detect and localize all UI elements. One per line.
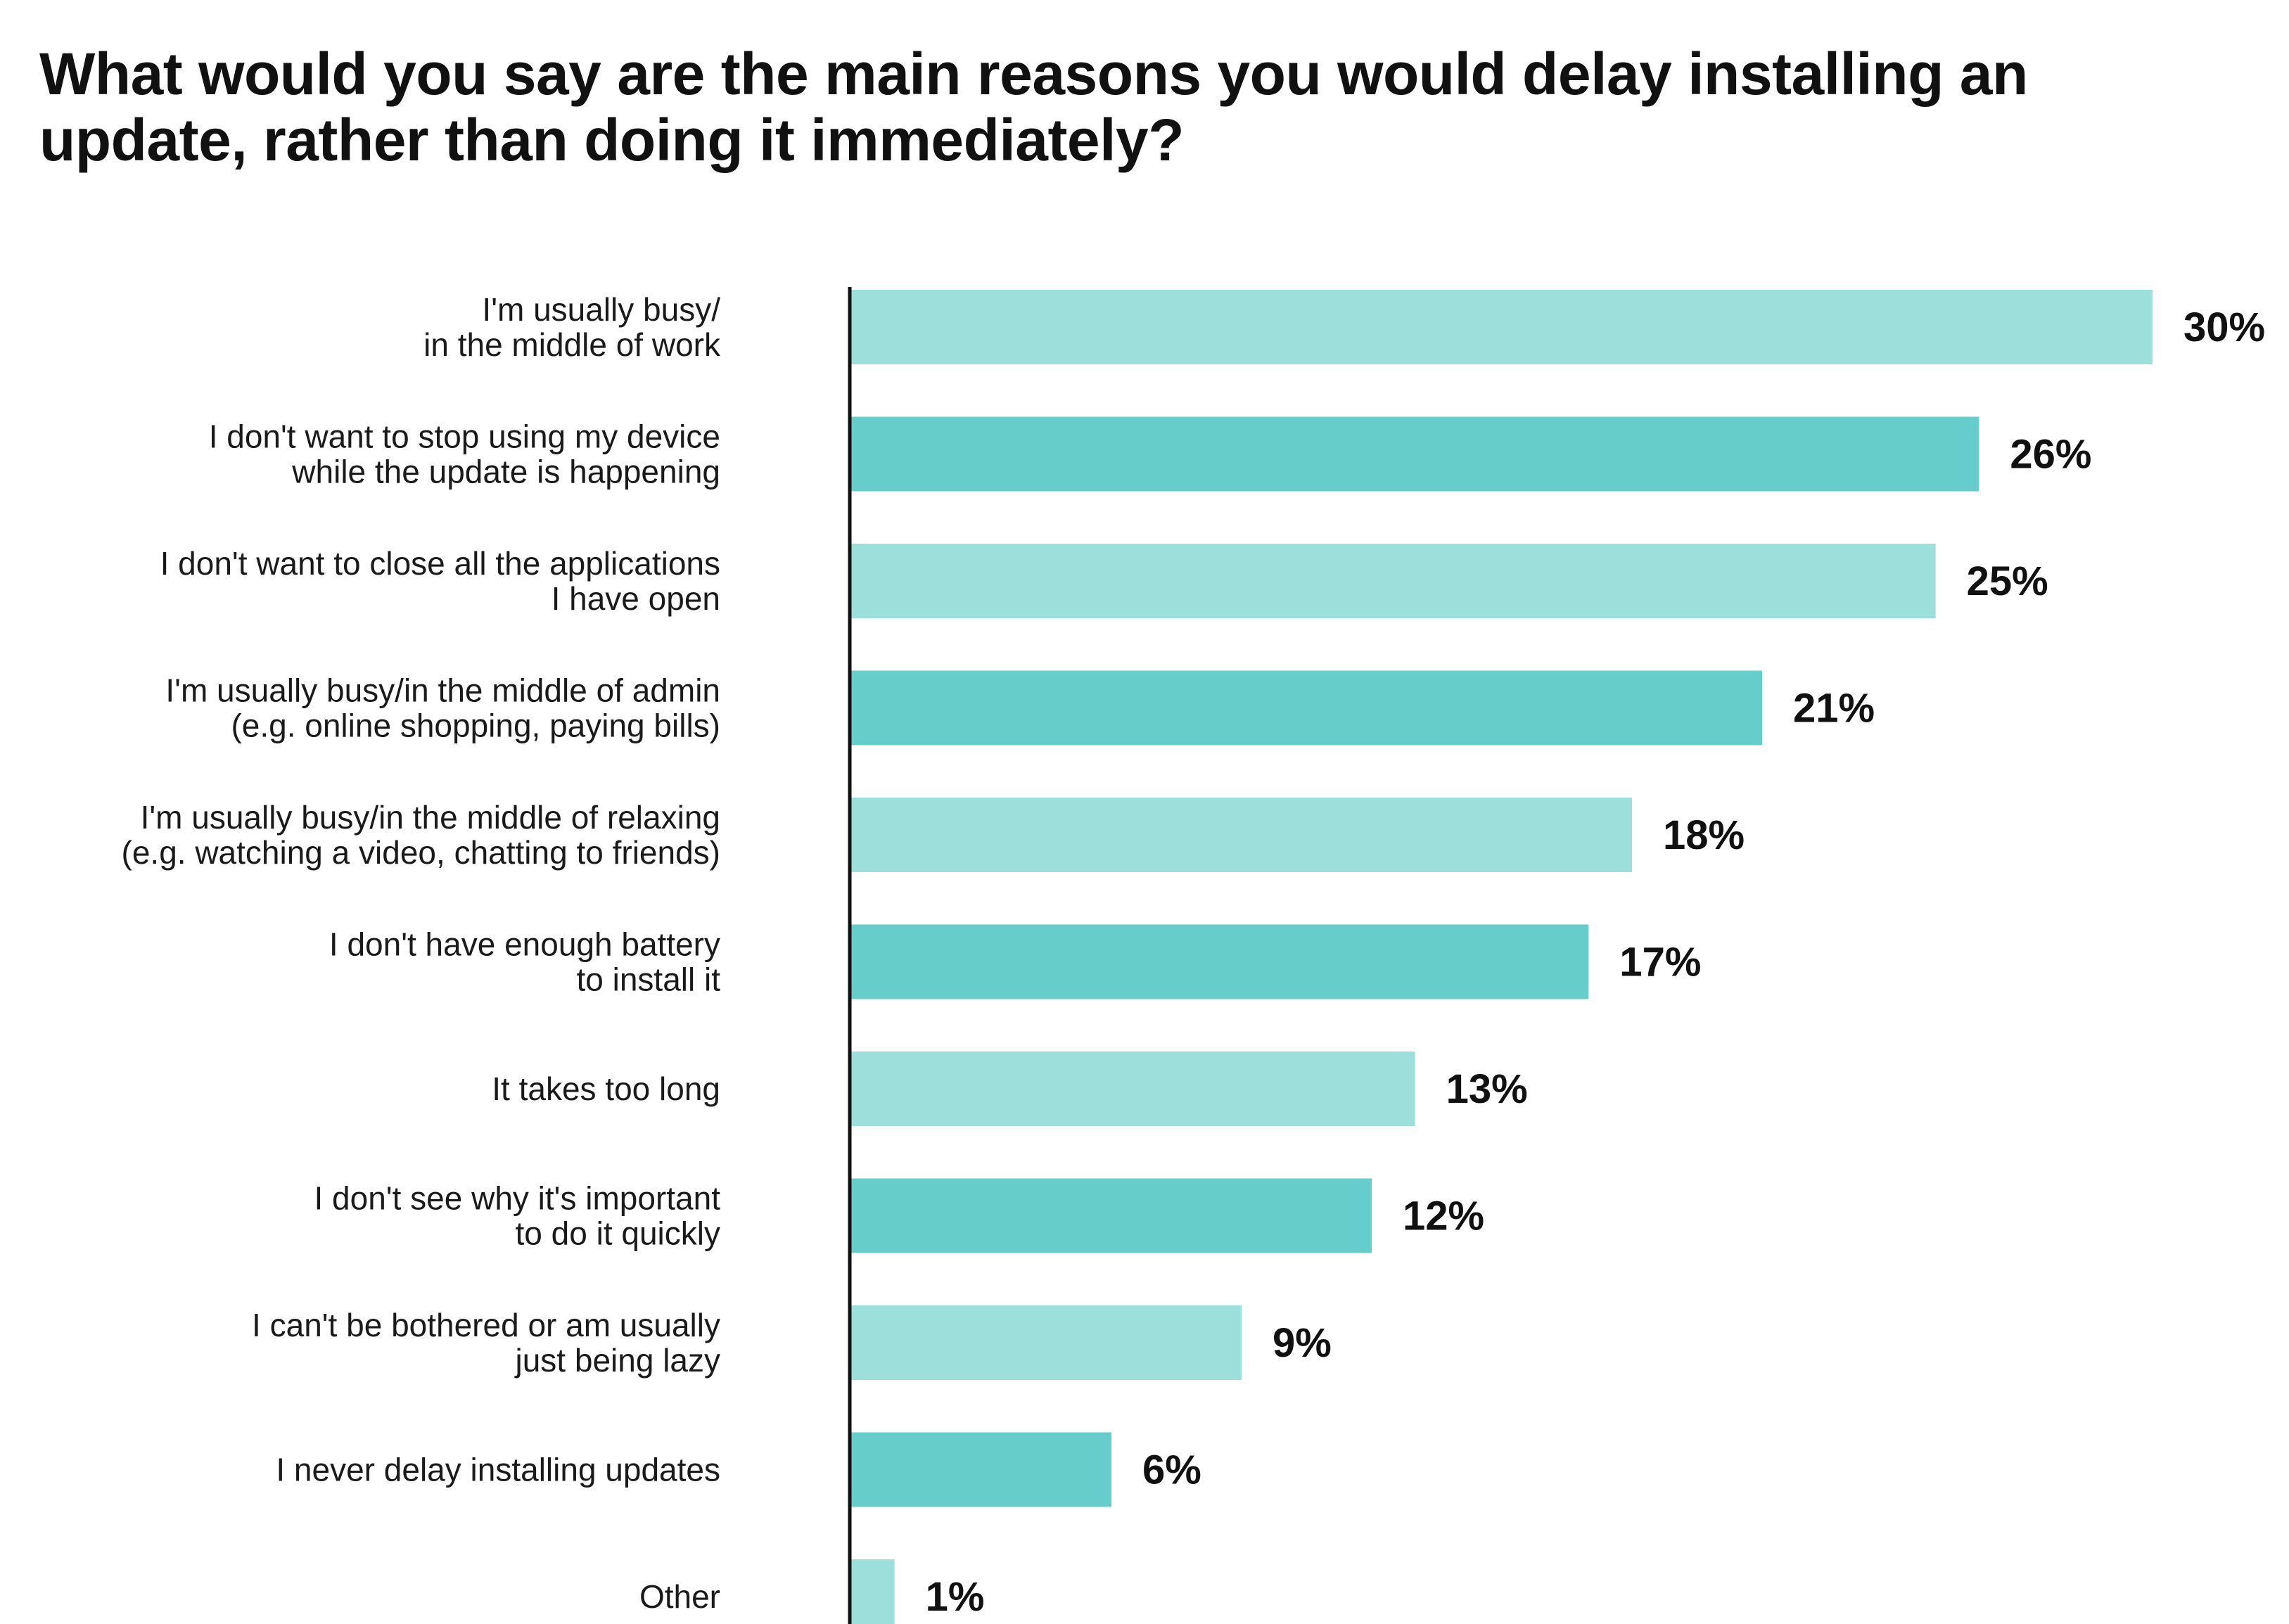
category-label-9: I can't be bothered or am usually just be… xyxy=(252,1307,720,1379)
category-label-line: I don't want to close all the applicatio… xyxy=(160,545,720,582)
bar-8 xyxy=(851,1178,1372,1253)
category-label-3: I don't want to close all the applicatio… xyxy=(160,545,720,617)
value-label-10: 6% xyxy=(1142,1447,1201,1493)
category-label-line: to install it xyxy=(576,961,720,998)
category-label-line: I have open xyxy=(551,580,720,617)
value-labels-layer: 30% 26% 25% 21% 18% 17% 13% 12% 9% 6% 1% xyxy=(926,305,2265,1620)
bar-10 xyxy=(851,1432,1111,1507)
category-label-line: while the update is happening xyxy=(291,454,720,490)
bar-7 xyxy=(851,1051,1415,1126)
category-label-line: I don't see why it's important xyxy=(314,1180,721,1217)
category-label-8: I don't see why it's important to do it q… xyxy=(314,1180,721,1252)
category-label-1: I'm usually busy/in the middle of work xyxy=(423,291,721,363)
category-label-5: I'm usually busy/in the middle of relaxi… xyxy=(122,799,720,871)
category-label-line: I never delay installing updates xyxy=(276,1452,720,1488)
bar-1 xyxy=(851,290,2153,364)
category-label-line: I can't be bothered or am usually xyxy=(252,1307,720,1343)
value-label-3: 25% xyxy=(1967,558,2048,604)
value-label-5: 18% xyxy=(1663,812,1745,858)
value-label-2: 26% xyxy=(2010,432,2091,478)
category-label-10: I never delay installing updates xyxy=(276,1452,720,1488)
bar-11 xyxy=(851,1559,895,1624)
chart-title: What would you say are the main reasons … xyxy=(39,41,2028,173)
category-label-line: (e.g. watching a video, chatting to frie… xyxy=(122,834,720,871)
category-label-line: Other xyxy=(639,1578,720,1615)
value-label-9: 9% xyxy=(1273,1320,1332,1366)
value-label-4: 21% xyxy=(1793,686,1875,731)
category-label-line: I'm usually busy/in the middle of admin xyxy=(165,672,720,709)
category-label-line: I don't want to stop using my device xyxy=(209,418,720,455)
category-label-2: I don't want to stop using my device whil… xyxy=(209,418,720,490)
bar-9 xyxy=(851,1305,1242,1380)
category-labels-layer: I'm usually busy/in the middle of work I … xyxy=(122,291,721,1615)
value-label-7: 13% xyxy=(1446,1066,1528,1112)
category-label-11: Other xyxy=(639,1578,720,1615)
value-label-1: 30% xyxy=(2183,305,2265,350)
bar-2 xyxy=(851,416,1979,492)
bar-5 xyxy=(851,798,1632,872)
category-label-line: (e.g. online shopping, paying bills) xyxy=(231,708,720,744)
category-label-line: in the middle of work xyxy=(423,326,721,363)
category-label-line: I'm usually busy/ xyxy=(482,291,720,328)
category-label-4: I'm usually busy/in the middle of admin(… xyxy=(165,672,720,744)
category-label-line: It takes too long xyxy=(492,1070,720,1107)
bar-4 xyxy=(851,670,1762,746)
bars-layer xyxy=(851,290,2153,1624)
value-label-11: 1% xyxy=(926,1574,985,1620)
category-label-line: I don't have enough battery xyxy=(329,926,720,963)
category-label-line: to do it quickly xyxy=(516,1215,720,1252)
bar-6 xyxy=(851,924,1589,999)
value-label-6: 17% xyxy=(1619,940,1701,985)
bar-3 xyxy=(851,544,1936,618)
category-label-line: I'm usually busy/in the middle of relaxi… xyxy=(141,799,720,836)
category-label-6: I don't have enough battery to install it xyxy=(329,926,720,998)
value-label-8: 12% xyxy=(1403,1194,1484,1239)
category-label-line: just being lazy xyxy=(514,1342,721,1379)
category-label-7: It takes too long xyxy=(492,1070,720,1107)
